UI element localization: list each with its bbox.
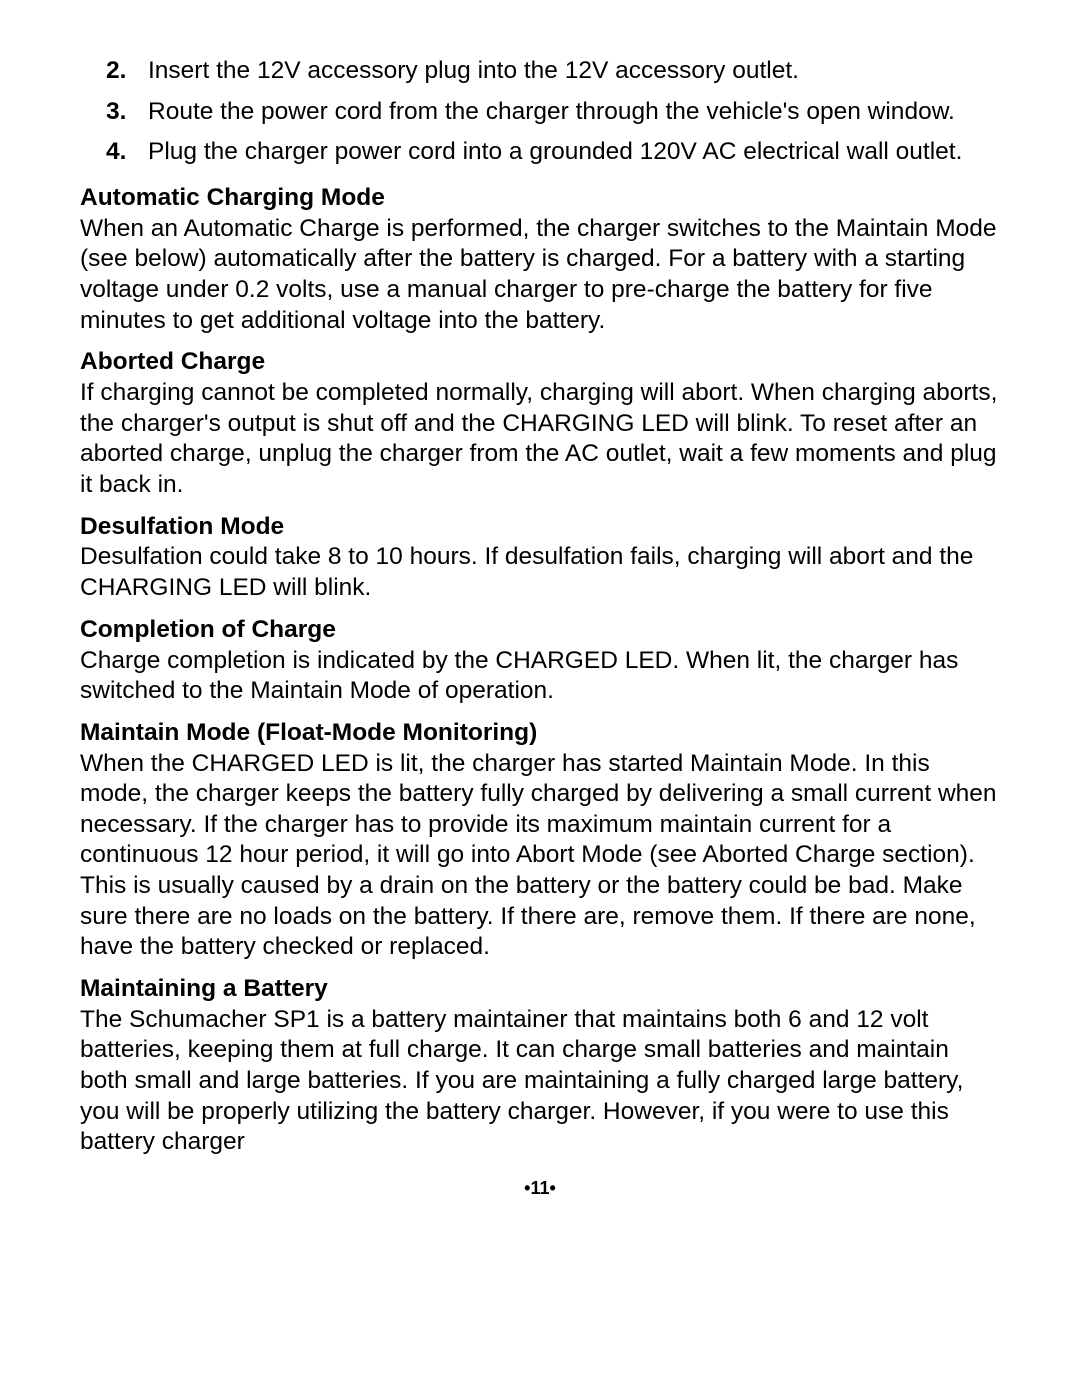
step-item: Route the power cord from the charger th… — [144, 97, 1000, 128]
section-body: When the CHARGED LED is lit, the charger… — [80, 749, 1000, 963]
section-body: The Schumacher SP1 is a battery maintain… — [80, 1005, 1000, 1158]
section-body: Desulfation could take 8 to 10 hours. If… — [80, 542, 1000, 603]
steps-list: Insert the 12V accessory plug into the 1… — [80, 56, 1000, 168]
section-completion-of-charge: Completion of Charge Charge completion i… — [80, 614, 1000, 707]
section-automatic-charging: Automatic Charging Mode When an Automati… — [80, 182, 1000, 336]
step-item: Insert the 12V accessory plug into the 1… — [144, 56, 1000, 87]
step-text: Plug the charger power cord into a groun… — [148, 138, 962, 165]
section-maintain-mode: Maintain Mode (Float-Mode Monitoring) Wh… — [80, 717, 1000, 963]
step-text: Insert the 12V accessory plug into the 1… — [148, 57, 799, 84]
section-heading: Maintaining a Battery — [80, 973, 1000, 1005]
section-body: Charge completion is indicated by the CH… — [80, 646, 1000, 707]
page-number: •11• — [80, 1178, 1000, 1199]
step-text: Route the power cord from the charger th… — [148, 98, 955, 125]
section-heading: Maintain Mode (Float-Mode Monitoring) — [80, 717, 1000, 749]
section-heading: Desulfation Mode — [80, 511, 1000, 543]
section-aborted-charge: Aborted Charge If charging cannot be com… — [80, 346, 1000, 500]
section-heading: Automatic Charging Mode — [80, 182, 1000, 214]
section-body: When an Automatic Charge is performed, t… — [80, 214, 1000, 337]
manual-page: Insert the 12V accessory plug into the 1… — [0, 0, 1080, 1397]
step-item: Plug the charger power cord into a groun… — [144, 137, 1000, 168]
section-maintaining-battery: Maintaining a Battery The Schumacher SP1… — [80, 973, 1000, 1158]
section-heading: Aborted Charge — [80, 346, 1000, 378]
section-desulfation-mode: Desulfation Mode Desulfation could take … — [80, 511, 1000, 604]
section-body: If charging cannot be completed normally… — [80, 378, 1000, 501]
section-heading: Completion of Charge — [80, 614, 1000, 646]
